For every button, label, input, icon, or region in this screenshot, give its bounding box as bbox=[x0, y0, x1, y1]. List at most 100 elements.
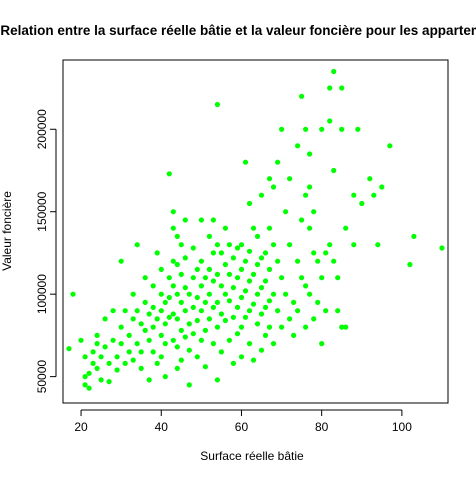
data-point bbox=[210, 304, 216, 310]
data-point bbox=[98, 377, 104, 383]
data-point bbox=[238, 294, 245, 301]
data-point bbox=[154, 250, 160, 256]
data-point bbox=[262, 332, 269, 338]
data-point bbox=[230, 255, 236, 261]
data-point bbox=[198, 217, 204, 223]
data-point bbox=[190, 304, 196, 310]
data-point bbox=[238, 324, 245, 330]
data-point bbox=[246, 308, 253, 314]
data-point bbox=[178, 327, 184, 333]
data-point bbox=[226, 337, 232, 343]
data-point bbox=[182, 285, 188, 291]
data-point bbox=[82, 374, 88, 380]
data-point bbox=[94, 365, 100, 371]
data-point bbox=[270, 291, 277, 297]
data-point bbox=[190, 245, 196, 251]
data-point bbox=[295, 308, 301, 314]
data-point bbox=[94, 332, 100, 338]
data-point bbox=[174, 344, 180, 350]
data-point bbox=[178, 357, 184, 363]
data-point bbox=[258, 311, 265, 317]
data-point bbox=[250, 225, 257, 231]
data-point bbox=[214, 271, 220, 277]
data-point bbox=[202, 364, 208, 370]
x-tick-label: 40 bbox=[155, 420, 169, 434]
data-point bbox=[258, 347, 265, 353]
data-point bbox=[170, 283, 176, 289]
data-point bbox=[234, 304, 241, 310]
data-point bbox=[154, 360, 160, 366]
data-point bbox=[194, 317, 200, 324]
data-point bbox=[238, 242, 245, 248]
data-point bbox=[218, 349, 224, 355]
data-point bbox=[158, 332, 164, 338]
y-tick-label: 200000 bbox=[35, 109, 49, 149]
data-point bbox=[210, 217, 216, 223]
data-point bbox=[206, 291, 212, 297]
data-point bbox=[307, 184, 313, 190]
data-point bbox=[246, 248, 253, 254]
data-point bbox=[258, 285, 265, 291]
data-point bbox=[246, 200, 253, 207]
data-point bbox=[210, 341, 216, 347]
data-point bbox=[287, 316, 293, 322]
data-point bbox=[279, 275, 285, 281]
data-point bbox=[295, 258, 301, 264]
data-point bbox=[287, 176, 293, 182]
plot-frame bbox=[62, 59, 449, 404]
data-point bbox=[206, 316, 212, 322]
data-point bbox=[182, 308, 188, 314]
data-point bbox=[254, 261, 261, 268]
data-point bbox=[226, 298, 232, 304]
data-point bbox=[283, 209, 289, 215]
data-point bbox=[315, 299, 321, 305]
data-point bbox=[150, 304, 156, 310]
data-point bbox=[270, 184, 277, 190]
data-point bbox=[275, 258, 281, 264]
data-point bbox=[303, 283, 309, 289]
data-point bbox=[206, 233, 212, 239]
data-point bbox=[82, 354, 88, 360]
data-points bbox=[66, 68, 445, 391]
data-point bbox=[246, 278, 253, 284]
data-point bbox=[90, 349, 96, 355]
data-point bbox=[158, 291, 164, 297]
data-point bbox=[214, 101, 220, 108]
data-point bbox=[174, 233, 180, 239]
data-point bbox=[359, 200, 365, 207]
data-point bbox=[82, 382, 88, 388]
data-point bbox=[323, 250, 329, 256]
data-point bbox=[214, 242, 220, 248]
data-point bbox=[279, 324, 285, 330]
data-point bbox=[102, 344, 108, 350]
data-point bbox=[242, 288, 249, 294]
data-point bbox=[170, 225, 176, 231]
data-point bbox=[299, 217, 305, 223]
data-point bbox=[311, 250, 317, 256]
y-tick-label: 150000 bbox=[35, 191, 49, 231]
data-point bbox=[98, 354, 104, 360]
data-point bbox=[315, 258, 321, 264]
data-point bbox=[166, 294, 172, 301]
data-point bbox=[275, 159, 281, 165]
data-point bbox=[70, 291, 76, 297]
data-point bbox=[375, 242, 381, 248]
data-point bbox=[299, 275, 305, 281]
data-point bbox=[66, 346, 72, 352]
data-point bbox=[339, 324, 345, 330]
data-point bbox=[307, 151, 313, 157]
data-point bbox=[86, 370, 92, 376]
data-point bbox=[162, 299, 168, 305]
data-point bbox=[202, 299, 208, 305]
data-point bbox=[142, 275, 148, 281]
data-point bbox=[411, 233, 417, 239]
data-point bbox=[262, 278, 269, 284]
data-point bbox=[194, 354, 200, 360]
data-point bbox=[242, 258, 249, 264]
data-point bbox=[234, 331, 241, 337]
data-point bbox=[198, 308, 204, 314]
data-point bbox=[130, 357, 136, 363]
data-point bbox=[270, 242, 277, 248]
data-point bbox=[114, 354, 120, 360]
data-point bbox=[270, 341, 277, 347]
